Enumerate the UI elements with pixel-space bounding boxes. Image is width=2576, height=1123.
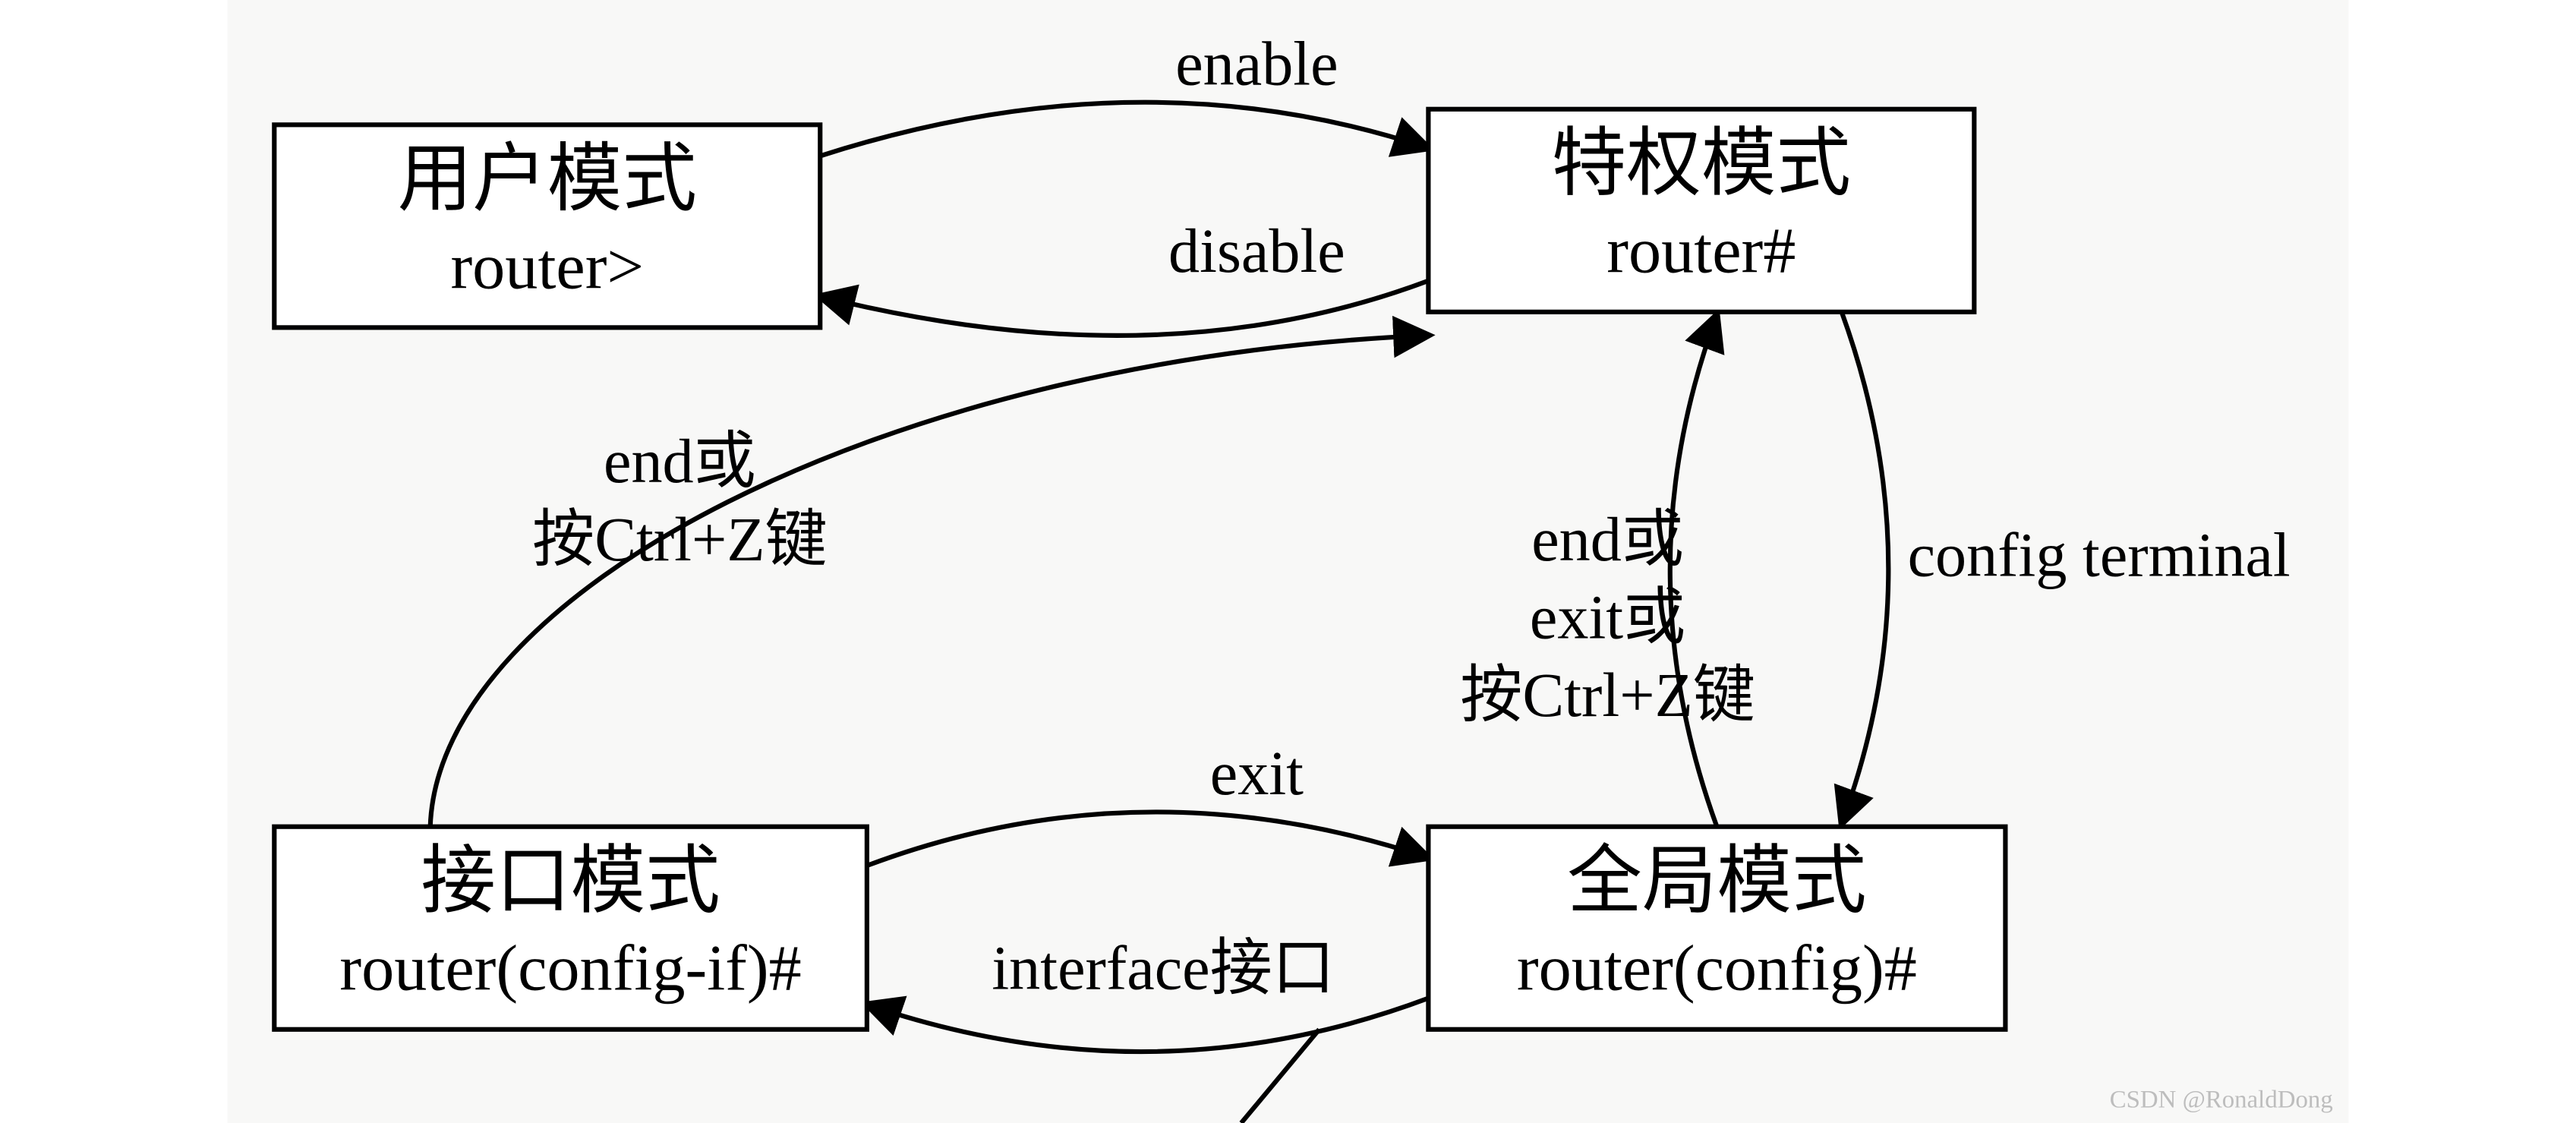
watermark: CSDN @RonaldDong xyxy=(2110,1086,2333,1113)
edge-end-exit-line2: exit或 xyxy=(1530,583,1685,652)
node-global-mode: 全局模式 router(config)# xyxy=(1428,827,2005,1030)
edge-exit-label: exit xyxy=(1210,739,1304,808)
edge-enable-label: enable xyxy=(1175,29,1338,98)
node-user-title: 用户模式 xyxy=(398,138,697,221)
edge-end-ctrlz-line1: end或 xyxy=(604,427,756,496)
edge-end-exit-line1: end或 xyxy=(1531,505,1684,574)
node-global-title: 全局模式 xyxy=(1567,841,1866,923)
edge-end-exit-line3: 按Ctrl+Z键 xyxy=(1460,661,1755,730)
edge-config-terminal-label: config terminal xyxy=(1908,520,2291,589)
edge-disable-label: disable xyxy=(1168,216,1345,285)
node-user-mode: 用户模式 router> xyxy=(274,125,820,327)
node-iface-title: 接口模式 xyxy=(421,841,720,923)
node-priv-sub: router# xyxy=(1606,214,1796,287)
node-user-sub: router> xyxy=(450,229,644,302)
node-global-sub: router(config)# xyxy=(1517,932,1917,1005)
node-priv-title: 特权模式 xyxy=(1552,123,1851,206)
node-priv-mode: 特权模式 router# xyxy=(1428,109,1974,312)
edge-end-ctrlz-line2: 按Ctrl+Z键 xyxy=(532,505,828,574)
node-iface-mode: 接口模式 router(config-if)# xyxy=(274,827,867,1030)
edge-interface-label: interface接口 xyxy=(992,934,1335,1003)
node-iface-sub: router(config-if)# xyxy=(339,932,801,1005)
router-mode-diagram: enable disable end或 按Ctrl+Z键 config term… xyxy=(0,0,2576,1123)
